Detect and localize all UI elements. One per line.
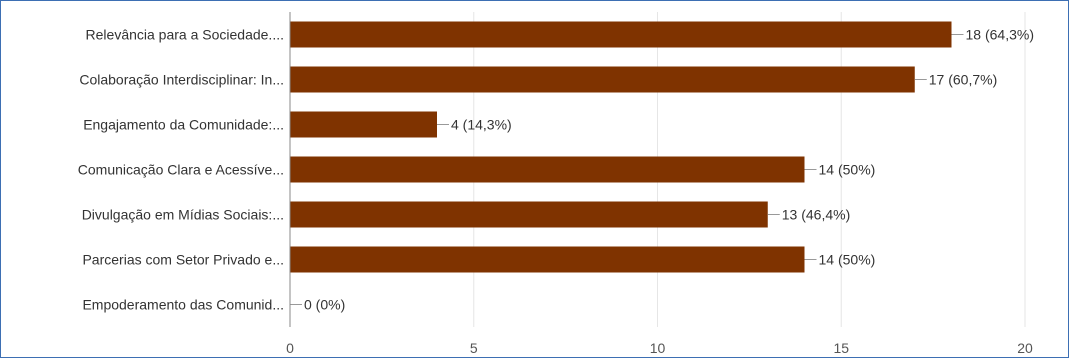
labels: 0 5 10 15 20 Relevância para a Sociedade.... 1… bbox=[78, 27, 1034, 357]
x-tick-label: 10 bbox=[650, 340, 666, 356]
category-label: Divulgação em Mídias Sociais:... bbox=[82, 207, 284, 223]
category-label: Colaboração Interdisciplinar: In... bbox=[79, 72, 284, 88]
category-label: Engajamento da Comunidade:... bbox=[83, 117, 284, 133]
category-label: Comunicação Clara e Acessíve... bbox=[78, 162, 284, 178]
bar bbox=[290, 66, 915, 93]
bar bbox=[290, 111, 437, 138]
data-label: 17 (60,7%) bbox=[929, 72, 997, 88]
data-label: 18 (64,3%) bbox=[966, 27, 1034, 43]
category-label: Empoderamento das Comunid... bbox=[82, 297, 284, 313]
x-tick-label: 15 bbox=[833, 340, 849, 356]
data-label: 4 (14,3%) bbox=[451, 117, 512, 133]
bar bbox=[290, 201, 768, 228]
category-label: Parcerias com Setor Privado e... bbox=[82, 252, 284, 268]
data-label: 13 (46,4%) bbox=[782, 207, 850, 223]
category-label: Relevância para a Sociedade.... bbox=[86, 27, 284, 43]
bars bbox=[290, 21, 964, 305]
bar bbox=[290, 246, 805, 273]
x-tick-label: 20 bbox=[1017, 340, 1033, 356]
bar bbox=[290, 21, 952, 48]
data-label: 14 (50%) bbox=[819, 252, 876, 268]
data-label: 14 (50%) bbox=[819, 162, 876, 178]
data-label: 0 (0%) bbox=[304, 297, 345, 313]
x-tick-label: 5 bbox=[470, 340, 478, 356]
bar bbox=[290, 156, 805, 183]
x-tick-label: 0 bbox=[286, 340, 294, 356]
